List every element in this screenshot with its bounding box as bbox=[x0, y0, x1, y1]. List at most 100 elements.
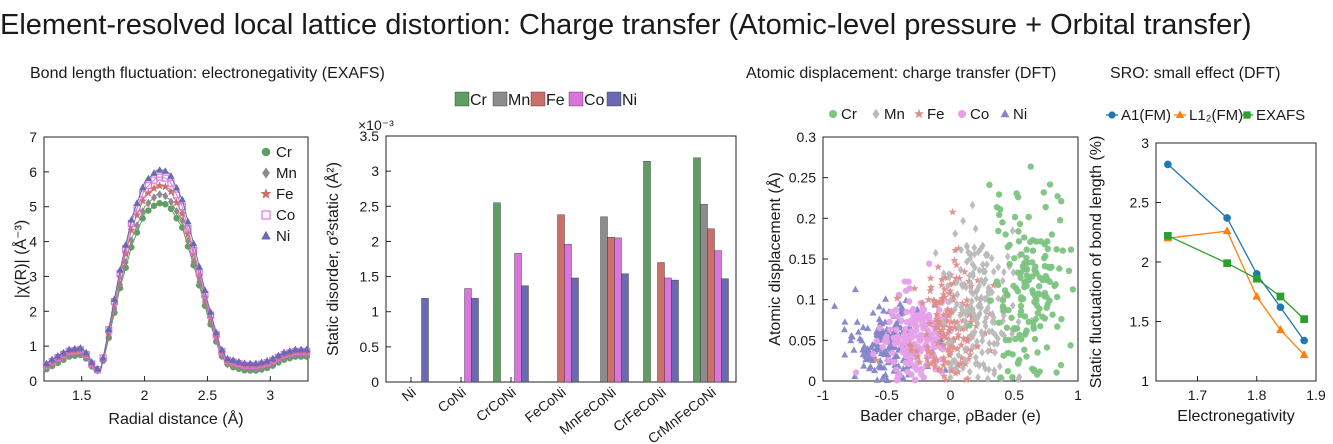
panel-c-point-mn bbox=[976, 266, 983, 275]
panel-c-point-cr bbox=[1029, 247, 1037, 254]
panel-c-point-mn bbox=[956, 322, 962, 331]
panel-c-point-mn bbox=[984, 250, 991, 260]
panel-b-bar-coni-ni bbox=[471, 298, 479, 383]
panel-c-point-mn bbox=[960, 363, 966, 373]
panel-c-point-cr bbox=[987, 297, 994, 304]
panel-a-point-ni bbox=[206, 308, 215, 315]
panel-c-point-co bbox=[883, 338, 890, 346]
panel-c-point-mn bbox=[1009, 226, 1016, 235]
panel-b-ytick-label: 2 bbox=[371, 233, 379, 249]
panel-c-ytick-label: 0.25 bbox=[789, 170, 816, 186]
panel-c-point-co bbox=[852, 369, 860, 376]
panel-c-point-fe bbox=[934, 338, 942, 347]
panel-c-point-mn bbox=[975, 373, 981, 382]
panel-c-point-cr bbox=[1035, 291, 1043, 298]
panel-c-point-cr bbox=[1004, 367, 1012, 375]
panel-c-point-co bbox=[890, 358, 897, 366]
panel-a-point-ni bbox=[76, 343, 85, 351]
panel-c-ytick-label: 0.15 bbox=[789, 251, 816, 267]
panel-c-point-co bbox=[873, 337, 880, 345]
panel-c-point-cr bbox=[1023, 246, 1030, 253]
panel-c-point-cr bbox=[1031, 367, 1038, 375]
panel-c-point-ni bbox=[873, 345, 881, 353]
panel-d-legend-label-2: EXAFS bbox=[1256, 107, 1305, 124]
panel-c-point-mn bbox=[947, 295, 954, 305]
panel-a-point-ni bbox=[133, 199, 141, 206]
panel-a-point-ni bbox=[263, 356, 271, 364]
panel-c-point-cr bbox=[1011, 213, 1019, 221]
panel-d-ytick-label: 2.5 bbox=[1130, 195, 1150, 211]
panel-c-xtick-label: 1 bbox=[1074, 387, 1082, 403]
panel-c-point-mn bbox=[979, 331, 986, 340]
panel-b-legend-swatch-mn bbox=[492, 91, 508, 107]
panel-c-point-fe bbox=[953, 333, 962, 342]
panel-c-point-co bbox=[885, 356, 892, 364]
panel-d-point-0 bbox=[1223, 214, 1231, 222]
panel-c-point-ni bbox=[867, 362, 875, 370]
panel-c-legend-label-ni: Ni bbox=[1013, 106, 1027, 123]
panel-b-bar-mnfeconi-co bbox=[614, 237, 622, 383]
panel-a-point-co bbox=[144, 182, 152, 190]
panel-c-point-fe bbox=[924, 295, 933, 304]
panel-c-ytick-label: 0.1 bbox=[797, 292, 817, 308]
panel-a-legend-marker-cr bbox=[261, 147, 271, 157]
panel-c-point-fe bbox=[952, 260, 961, 269]
panel-c-point-cr bbox=[1008, 314, 1015, 321]
panel-c-point-fe bbox=[945, 289, 954, 297]
panel-c-point-co bbox=[917, 336, 924, 344]
panel-c-point-fe bbox=[952, 274, 961, 282]
panel-a-ytick-label: 6 bbox=[29, 164, 37, 180]
panel-c-legend-marker-cr bbox=[829, 110, 837, 118]
panel-c-point-mn bbox=[1001, 267, 1007, 277]
panel-c-point-cr bbox=[1049, 311, 1056, 318]
panel-c-point-ni bbox=[841, 318, 849, 325]
panel-c-point-mn bbox=[976, 311, 982, 320]
panel-c-point-mn bbox=[1009, 329, 1015, 339]
panel-a-legend-label-co: Co bbox=[276, 207, 295, 224]
panel-c-point-mn bbox=[976, 361, 982, 370]
panel-c-point-fe bbox=[942, 334, 951, 342]
panel-b-legend-label-fe: Fe bbox=[546, 92, 565, 109]
panel-b-xtick-label-feconi: FeCoNi bbox=[522, 384, 569, 426]
panel-c-point-mn bbox=[1001, 331, 1007, 340]
panel-c-point-ni bbox=[860, 342, 868, 349]
panel-d-point-0 bbox=[1300, 336, 1308, 345]
panel-c-point-cr bbox=[1023, 254, 1030, 262]
panel-a-frame bbox=[43, 136, 309, 382]
panel-c-point-ni bbox=[854, 328, 862, 335]
panel-c-point-co bbox=[906, 285, 913, 292]
panel-d-ytick-label: 2 bbox=[1141, 254, 1149, 270]
panel-c-point-mn bbox=[973, 293, 980, 303]
panel-c-point-cr bbox=[1054, 323, 1061, 330]
panel-c-point-co bbox=[911, 376, 918, 384]
panel-c-point-mn bbox=[983, 260, 990, 269]
panel-c-point-fe bbox=[872, 355, 881, 364]
panel-c-point-cr bbox=[1002, 231, 1009, 238]
panel-a-ytick-label: 7 bbox=[29, 129, 37, 145]
panel-c-point-co bbox=[899, 348, 906, 356]
panel-b-bar-feconi-co bbox=[564, 244, 572, 383]
panel-c-point-ni bbox=[867, 343, 875, 351]
panel-c-point-fe bbox=[963, 337, 972, 345]
panel-c-point-fe bbox=[939, 353, 948, 362]
panel-c-point-mn bbox=[962, 344, 969, 354]
panel-a-legend-label-mn: Mn bbox=[276, 165, 297, 182]
panel-c-point-mn bbox=[972, 224, 979, 233]
panel-a-ytick-label: 0 bbox=[29, 373, 37, 389]
panel-c-point-mn bbox=[971, 263, 978, 272]
panel-c-legend-marker-fe bbox=[914, 108, 924, 119]
panel-c-point-fe bbox=[941, 357, 949, 366]
panel-b-bar-crmnfeconi-fe bbox=[707, 228, 715, 383]
panel-c-point-ni bbox=[851, 372, 859, 380]
panel-c-point-ni bbox=[883, 376, 891, 384]
panel-c-point-mn bbox=[1009, 301, 1016, 310]
panel-c-point-cr bbox=[1011, 325, 1019, 332]
panel-c-point-fe bbox=[963, 301, 971, 309]
panel-c-point-mn bbox=[1015, 317, 1022, 327]
panel-c-point-mn bbox=[1010, 268, 1017, 277]
panel-c-point-ni bbox=[882, 295, 890, 302]
panel-c-point-cr bbox=[1030, 323, 1037, 330]
panel-c-point-cr bbox=[1053, 293, 1061, 301]
panel-c-point-cr bbox=[997, 374, 1004, 381]
panel-c-point-fe bbox=[941, 273, 950, 281]
